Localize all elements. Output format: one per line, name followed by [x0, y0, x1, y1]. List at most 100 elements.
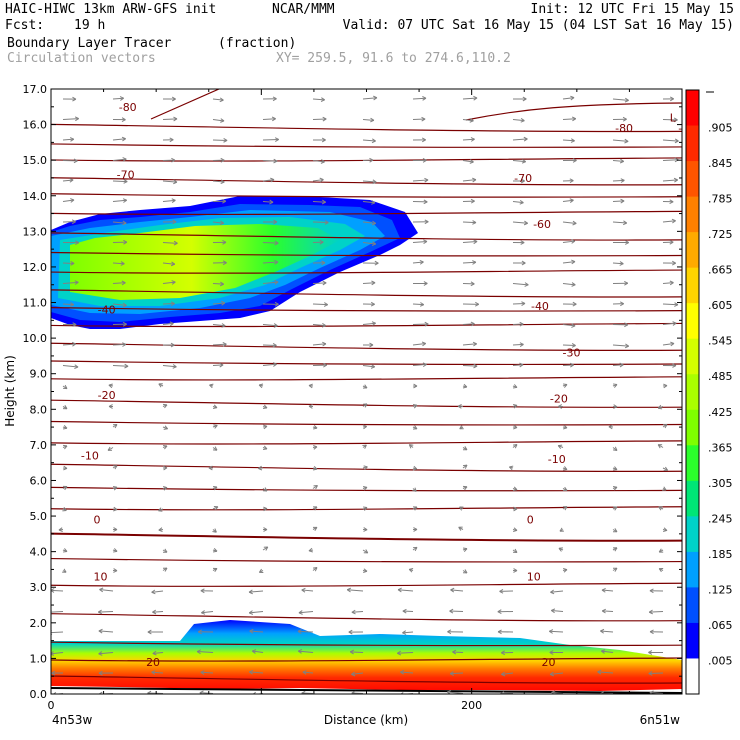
colorbar-swatch [686, 267, 699, 304]
colorbar-label: .245 [708, 512, 733, 525]
vector-arrowhead [501, 650, 506, 656]
vector-arrowhead [413, 527, 418, 532]
vector-arrow [362, 282, 376, 284]
vector-arrow [62, 179, 74, 182]
vector-arrowhead [212, 528, 217, 533]
vector-arrowhead [219, 281, 225, 287]
colorbar-swatch [686, 196, 699, 233]
vector-arrowhead [520, 240, 525, 245]
vector-arrowhead [162, 444, 168, 450]
x-right-endpoint-label: 6n51w [640, 713, 681, 727]
contour-line [150, 89, 220, 120]
vector-arrow [612, 364, 624, 366]
vector-arrow [98, 630, 114, 633]
vector-arrowhead [152, 650, 157, 656]
vector-arrow [600, 630, 614, 633]
vector-arrowhead [612, 383, 618, 388]
vector-arrowhead [321, 322, 326, 328]
vector-arrowhead [422, 158, 427, 163]
plot-area [51, 89, 682, 694]
contour-line [51, 557, 682, 563]
colorbar-label: .185 [708, 548, 733, 561]
vector-arrow [450, 672, 464, 675]
vector-arrow [51, 611, 64, 613]
vector-arrowhead [163, 486, 168, 491]
vector-arrow [362, 242, 376, 245]
vector-arrow [562, 240, 575, 243]
vector-arrowhead [208, 465, 213, 471]
vector-arrowhead [462, 464, 468, 469]
vector-arrowhead [122, 198, 128, 203]
vector-arrowhead [322, 341, 327, 347]
vector-arrow [562, 139, 575, 142]
vector-arrowhead [248, 589, 253, 595]
vector-arrow [302, 671, 314, 674]
vector-arrowhead [663, 527, 668, 532]
vector-arrowhead [123, 239, 128, 245]
vector-arrowhead [400, 669, 405, 675]
vector-arrow [462, 241, 478, 243]
vector-arrowhead [158, 507, 163, 512]
vector-arrowhead [473, 95, 478, 101]
vector-arrowhead [470, 198, 475, 204]
vector-arrow [162, 281, 176, 284]
vector-arrowhead [369, 342, 374, 348]
vector-arrowhead [569, 362, 574, 368]
vector-arrowhead [397, 587, 402, 593]
colorbar-swatch [686, 587, 699, 624]
vector-arrowhead [512, 384, 518, 389]
x-axis: 0 200 [48, 89, 683, 712]
vector-arrowhead [297, 629, 302, 634]
vector-arrow [162, 180, 178, 183]
vector-arrowhead [112, 465, 118, 470]
colorbar-label: .425 [708, 406, 733, 419]
vector-arrowhead [171, 280, 176, 285]
vector-arrowhead [572, 301, 577, 307]
vector-arrow [212, 364, 224, 366]
vector-arrowhead [462, 446, 468, 451]
vector-arrowhead [570, 138, 575, 143]
vector-arrowhead [462, 485, 468, 491]
vector-arrowhead [501, 671, 506, 677]
vector-arrow [462, 365, 478, 367]
vector-arrowhead [402, 608, 407, 614]
vector-arrow [312, 160, 325, 163]
vector-arrowhead [508, 465, 514, 471]
vector-arrowhead [462, 383, 468, 389]
vector-arrow [462, 323, 475, 325]
vector-arrow [112, 199, 127, 202]
vector-arrowhead [412, 403, 418, 409]
vector-arrowhead [663, 466, 669, 471]
vector-arrowhead [258, 465, 263, 471]
vector-arrowhead [219, 97, 224, 103]
colorbar-swatch [686, 374, 699, 411]
vector-arrowhead [512, 548, 518, 554]
vector-arrowhead [569, 198, 574, 203]
vector-arrowhead [302, 670, 307, 675]
vector-arrowhead [97, 609, 103, 615]
vector-arrowhead [258, 383, 264, 389]
vector-arrowhead [619, 362, 624, 368]
vector-arrowhead [158, 527, 163, 532]
vector-arrowhead [274, 240, 279, 246]
y-tick-label: 2.0 [30, 617, 48, 630]
vector-arrowhead [262, 487, 268, 492]
vector-arrow [362, 139, 376, 142]
vector-arrowhead [323, 302, 328, 307]
vector-arrowhead [412, 506, 418, 511]
vector-arrowhead [252, 691, 256, 694]
vector-arrowhead [558, 404, 563, 409]
vector-arrowhead [549, 629, 554, 634]
vector-arrowhead [212, 446, 218, 451]
vector-arrowhead [662, 424, 668, 429]
vector-arrowhead [423, 199, 428, 205]
vector-arrowhead [458, 526, 463, 531]
vector-arrowhead [319, 239, 324, 245]
vector-arrowhead [219, 362, 224, 368]
vector-arrow [512, 119, 525, 122]
vector-arrowhead [473, 363, 478, 369]
init-time: Init: 12 UTC Fri 15 May 15 [530, 2, 735, 17]
vector-arrowhead [562, 486, 568, 492]
vector-arrowhead [424, 219, 429, 225]
